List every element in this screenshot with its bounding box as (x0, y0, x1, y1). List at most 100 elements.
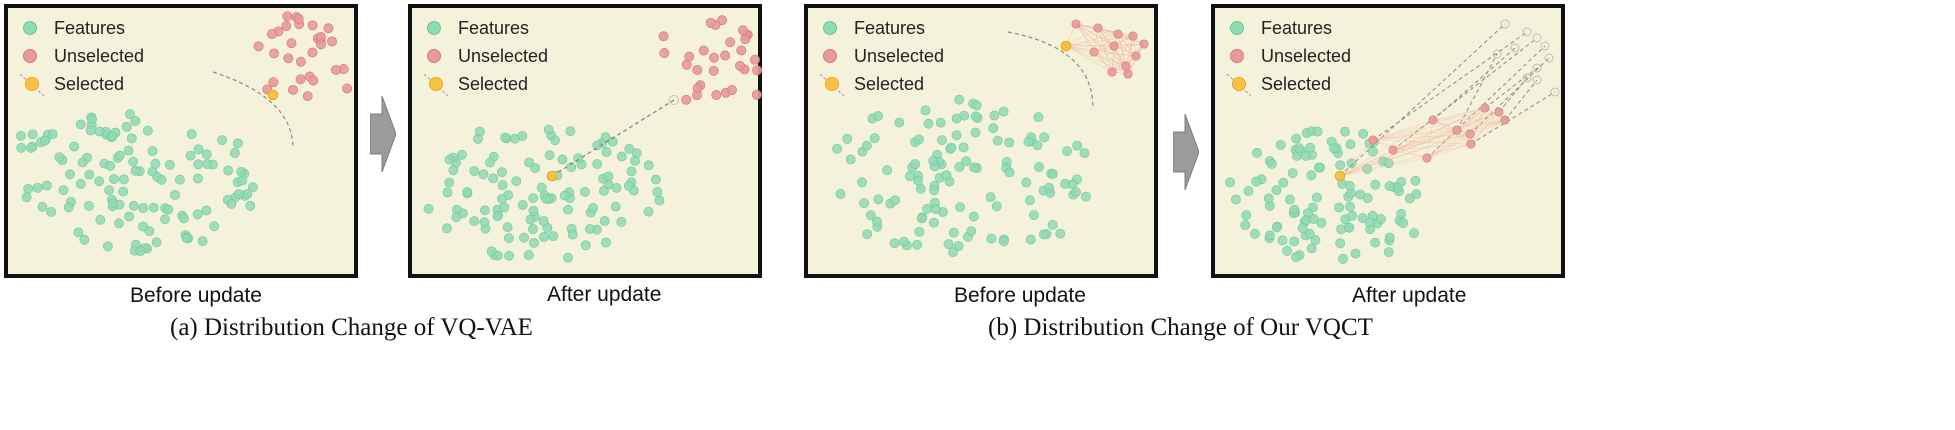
feature-point (654, 195, 665, 206)
feature-point (1034, 162, 1044, 172)
unselected-point (1388, 145, 1398, 155)
unselected-point (1452, 125, 1462, 135)
unselected-point (316, 39, 326, 50)
feature-point (930, 204, 941, 215)
feature-point (525, 214, 536, 225)
feature-point (998, 106, 1009, 117)
relation-line (1113, 43, 1145, 47)
update-arc (212, 71, 294, 149)
feature-point (1252, 147, 1262, 158)
relation-line (1456, 111, 1500, 131)
feature-point (156, 174, 167, 185)
feature-point (550, 135, 560, 146)
feature-point (1345, 139, 1356, 150)
feature-point (910, 159, 921, 169)
feature-point (951, 113, 962, 124)
relation-line (1372, 139, 1428, 159)
feature-point (872, 216, 882, 227)
feature-point (479, 217, 490, 228)
legend-features-label: Features (458, 18, 529, 38)
unselected-point (1465, 129, 1475, 139)
feature-point (181, 233, 192, 243)
feature-point (178, 213, 189, 224)
feature-point (75, 119, 86, 130)
feature-point (192, 173, 203, 184)
feature-point (1384, 232, 1395, 243)
feature-point (842, 133, 853, 144)
legend-selected-icon (25, 77, 39, 91)
relation-line (1339, 139, 1374, 177)
legend-unselected-label: Unselected (54, 46, 144, 66)
feature-point (193, 144, 204, 155)
feature-point (163, 204, 174, 215)
feature-point (201, 205, 212, 216)
selected-point (546, 170, 558, 182)
unselected-point (711, 90, 722, 100)
feature-point (499, 202, 510, 213)
feature-point (1033, 112, 1044, 123)
feature-point (954, 94, 965, 105)
feature-point (958, 142, 969, 153)
feature-point (832, 143, 842, 154)
relation-line (1392, 149, 1428, 159)
feature-point (557, 154, 568, 165)
panel-vqvae-before: Features Unselected Selected (4, 4, 358, 278)
feature-point (953, 241, 964, 251)
feature-point (480, 205, 490, 216)
feature-point (943, 239, 954, 249)
feature-point (170, 189, 180, 200)
feature-point (1250, 228, 1260, 239)
feature-point (588, 203, 598, 213)
feature-point (1344, 180, 1355, 191)
panel-vqvae-after-plot: Features Unselected Selected (423, 15, 763, 263)
feature-point (160, 214, 170, 225)
feature-point (1358, 128, 1369, 139)
legend-selected-label: Selected (854, 74, 924, 94)
feature-point (1362, 193, 1373, 204)
feature-point (1287, 168, 1298, 178)
feature-point (54, 152, 65, 162)
feature-point (1305, 142, 1316, 153)
feature-points (15, 129, 58, 153)
relation-line (1392, 119, 1506, 151)
feature-point (1266, 158, 1277, 169)
panel-vqvae-after: Features Unselected Selected (408, 4, 763, 278)
feature-point (229, 148, 240, 158)
unselected-point (1422, 153, 1432, 163)
feature-point (845, 154, 856, 165)
legend-unselected-icon (823, 49, 837, 63)
feature-point (1291, 252, 1302, 262)
feature-point (862, 229, 873, 239)
feature-point (1370, 237, 1380, 248)
relation-line (1392, 129, 1458, 151)
feature-point (201, 149, 212, 160)
unselected-point (750, 54, 760, 65)
feature-point (497, 193, 507, 204)
shift-line (1339, 23, 1506, 177)
feature-point (1079, 148, 1090, 158)
feature-point (1306, 243, 1317, 254)
old-position-marker (1500, 19, 1510, 29)
relation-line (1125, 35, 1134, 67)
feature-point (1289, 204, 1300, 215)
feature-point (442, 223, 452, 234)
legend-unselected-label: Unselected (854, 46, 944, 66)
unselected-point (692, 83, 703, 94)
feature-point (966, 226, 977, 237)
relation-line (1372, 119, 1434, 141)
unselected-point (692, 65, 703, 75)
feature-point (1271, 185, 1282, 196)
feature-point (1032, 140, 1043, 151)
relation-line (1372, 119, 1506, 141)
relation-line (1432, 119, 1472, 145)
feature-point (126, 133, 137, 144)
feature-point (185, 150, 196, 161)
panel-vqct-after-caption: After update (1352, 284, 1467, 307)
feature-point (16, 142, 27, 153)
unselected-point (1466, 139, 1476, 149)
feature-point (616, 151, 627, 162)
old-position-marker (1492, 49, 1502, 59)
feature-point (1392, 182, 1403, 193)
feature-point (601, 237, 611, 248)
unselected-point (307, 47, 318, 58)
